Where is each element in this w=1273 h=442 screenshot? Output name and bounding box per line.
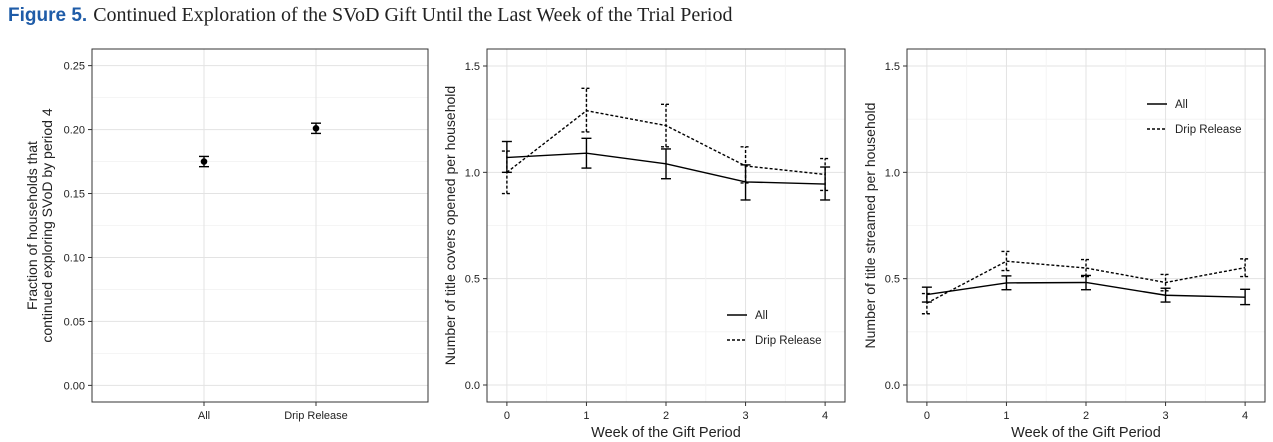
chart-panel-1: 0.00 0.05 0.10 0.15 0.20 0.25 All Drip Release F… <box>24 48 429 422</box>
y-tick-label: 0.25 <box>64 61 85 73</box>
x-tick-label: 4 <box>822 410 828 422</box>
y-axis-title: Number of title covers opened per househ… <box>442 86 458 365</box>
figure-caption: Continued Exploration of the SVoD Gift U… <box>93 4 733 26</box>
y-tick-label: 0.5 <box>465 274 480 286</box>
y-tick-label: 0.15 <box>64 189 85 201</box>
legend-label: Drip Release <box>1175 124 1241 136</box>
gridlines <box>907 49 1265 402</box>
y-tick-label: 0.0 <box>885 380 900 392</box>
panel-border <box>91 48 429 403</box>
legend-label: All <box>1175 99 1188 111</box>
chart-panel-3: 0.0 0.5 1.0 1.5 0 1 2 3 4 Week of the Gift Period… <box>862 48 1266 441</box>
data-point <box>312 124 320 132</box>
x-tick-label: 0 <box>924 410 930 422</box>
series-line <box>926 260 1246 304</box>
y-tick-label: 1.5 <box>885 61 900 73</box>
y-tick-label: 0.05 <box>64 316 85 328</box>
x-tick-label: 4 <box>1242 410 1248 422</box>
y-axis-title: Fraction of households that <box>24 141 40 310</box>
y-tick-label: 0.20 <box>64 125 85 137</box>
x-tick-label: 1 <box>1003 410 1009 422</box>
y-tick-label: 0.5 <box>885 274 900 286</box>
x-tick-label: Drip Release <box>284 410 348 422</box>
x-axis-title: Week of the Gift Period <box>1011 425 1161 441</box>
series-drip-release <box>921 250 1251 315</box>
series-points <box>199 122 321 168</box>
x-tick-label: 3 <box>1162 410 1168 422</box>
y-axis-title: Number of title streamed per household <box>862 103 878 349</box>
x-axis-title: Week of the Gift Period <box>591 425 741 441</box>
x-tick-label: All <box>198 410 210 422</box>
data-point <box>200 158 208 165</box>
y-tick-label: 1.0 <box>885 167 900 179</box>
gridlines <box>92 49 428 402</box>
x-tick-label: 1 <box>583 410 589 422</box>
chart-panel-2: 0.0 0.5 1.0 1.5 0 1 2 3 4 Week of the Gift Period… <box>442 48 846 441</box>
legend-label: All <box>755 310 768 322</box>
legend: All Drip Release <box>1147 99 1241 136</box>
x-tick-label: 2 <box>1083 410 1089 422</box>
y-tick-label: 0.0 <box>465 380 480 392</box>
y-tick-label: 0.10 <box>64 252 85 264</box>
series-drip-release <box>501 87 831 195</box>
x-tick-label: 3 <box>742 410 748 422</box>
series-all <box>921 274 1251 306</box>
figure-title: Figure 5. Continued Exploration of the SV… <box>8 4 732 27</box>
legend-label: Drip Release <box>755 335 821 347</box>
x-tick-label: 0 <box>504 410 510 422</box>
y-axis-title: continued exploring SVoD by period 4 <box>39 108 55 342</box>
x-tick-label: 2 <box>663 410 669 422</box>
legend: All Drip Release <box>727 310 821 347</box>
y-tick-label: 0.00 <box>64 380 85 392</box>
figure-label: Figure 5. <box>8 5 88 26</box>
y-tick-label: 1.0 <box>465 167 480 179</box>
y-tick-label: 1.5 <box>465 61 480 73</box>
gridlines <box>487 49 845 402</box>
